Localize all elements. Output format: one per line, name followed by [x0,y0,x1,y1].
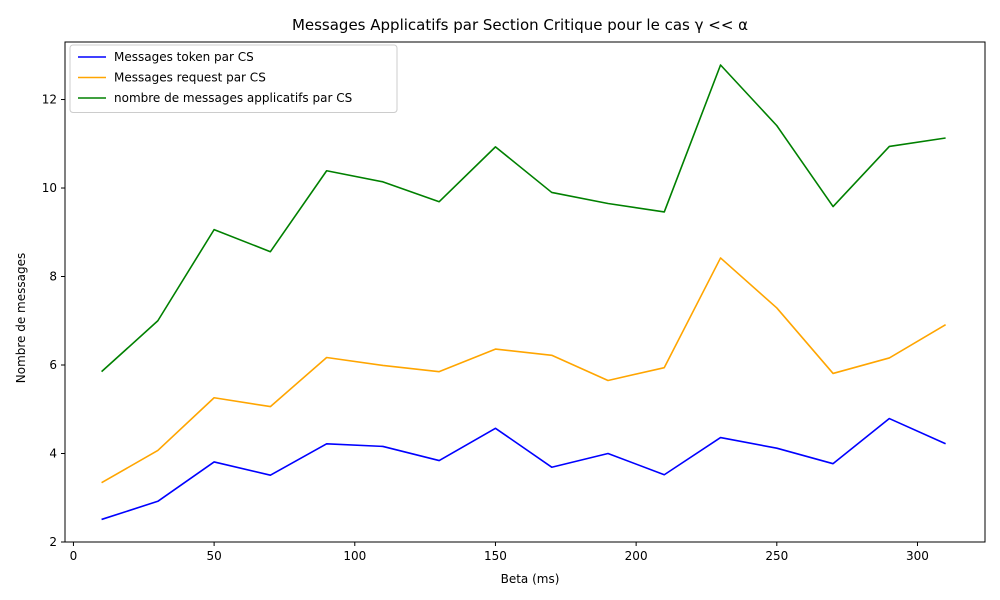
y-tick-label: 8 [49,270,57,284]
legend-label: Messages request par CS [114,71,266,85]
y-tick-label: 10 [42,181,57,195]
y-tick-label: 4 [49,447,57,461]
y-tick-label: 12 [42,93,57,107]
y-axis-label: Nombre de messages [14,253,28,384]
series-line-2 [101,257,947,484]
chart-title: Messages Applicatifs par Section Critiqu… [292,16,748,34]
y-tick-label: 2 [49,535,57,549]
x-tick-label: 250 [765,549,788,563]
x-tick-label: 0 [70,549,78,563]
x-tick-label: 50 [206,549,221,563]
x-tick-label: 200 [625,549,648,563]
legend: Messages token par CS Messages request pa… [69,44,398,113]
legend-label: nombre de messages applicatifs par CS [114,91,352,105]
legend-box [69,44,398,113]
y-axis: 2 4 6 8 10 12 [42,93,65,549]
plot-area-frame [64,41,986,543]
x-tick-label: 150 [484,549,507,563]
series-line-3 [101,64,946,373]
x-tick-label: 300 [906,549,929,563]
y-tick-label: 6 [49,358,57,372]
x-axis: 0 50 100 150 200 250 300 [70,542,929,563]
series-line-1 [101,417,946,521]
legend-label: Messages token par CS [114,50,254,64]
x-axis-label: Beta (ms) [501,572,560,586]
x-tick-label: 100 [343,549,366,563]
series-group [101,64,947,521]
